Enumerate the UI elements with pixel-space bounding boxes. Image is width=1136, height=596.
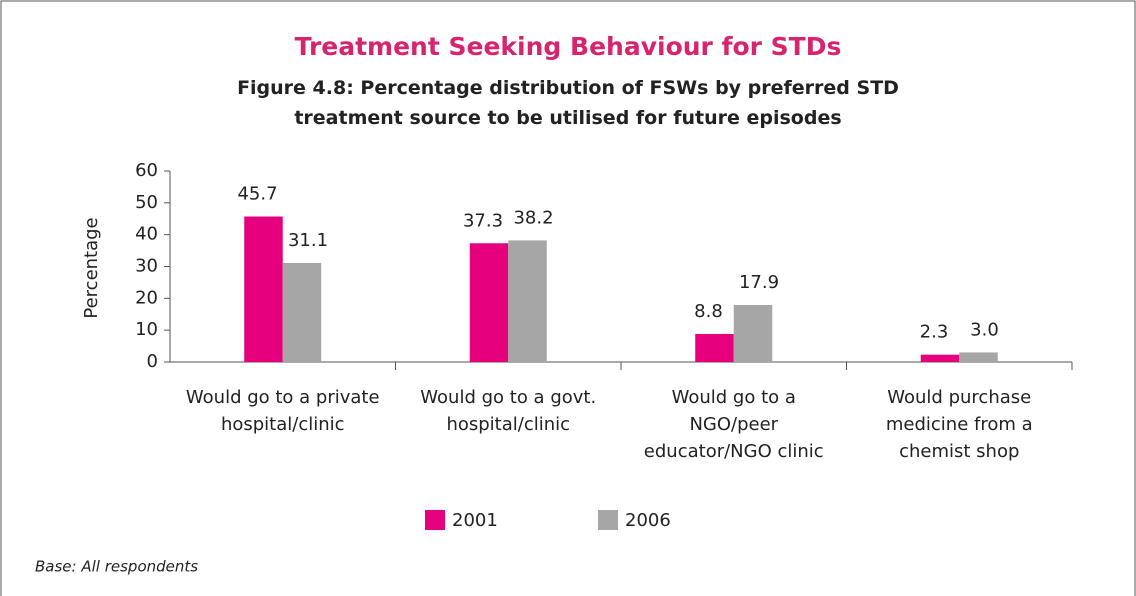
value-label: 45.7 [237,184,277,205]
legend-label: 2006 [625,510,671,531]
bar [695,333,734,362]
y-tick-label: 10 [135,319,158,340]
y-tick-label: 30 [135,256,158,277]
chart-subtitle: Figure 4.8: Percentage distribution of F… [237,77,899,129]
bar [282,262,322,362]
bar [244,216,283,362]
value-label: 8.8 [694,301,723,322]
bar [733,305,773,362]
y-tick-label: 50 [135,192,158,213]
value-label: 2.3 [920,322,949,343]
value-label: 38.2 [513,207,553,228]
chart-title: Treatment Seeking Behaviour for STDs [295,32,842,61]
value-label: 17.9 [739,272,779,293]
bar [959,352,998,362]
x-tick-label: Would purchase medicine from a chemist sho… [886,387,1033,462]
value-label: 3.0 [970,319,999,340]
bar [508,240,547,362]
value-label: 37.3 [463,210,503,231]
y-tick-label: 20 [135,287,158,308]
y-tick-label: 60 [135,160,158,181]
x-tick-label: Would go to a private hospital/clinic [186,387,380,435]
bar [469,243,509,362]
legend-swatch [425,510,445,530]
bar [920,354,960,362]
x-tick-label: Would go to a govt. hospital/clinic [420,387,596,435]
legend-swatch [598,510,618,530]
x-tick-label: Would go to a NGO/peer educator/NGO clinic [644,387,824,462]
legend-label: 2001 [452,510,498,531]
y-tick-label: 0 [147,351,158,372]
y-tick-label: 40 [135,224,158,245]
value-label: 31.1 [288,230,328,251]
y-axis-label: Percentage [81,217,102,318]
note: Base: All respondents [35,558,198,576]
